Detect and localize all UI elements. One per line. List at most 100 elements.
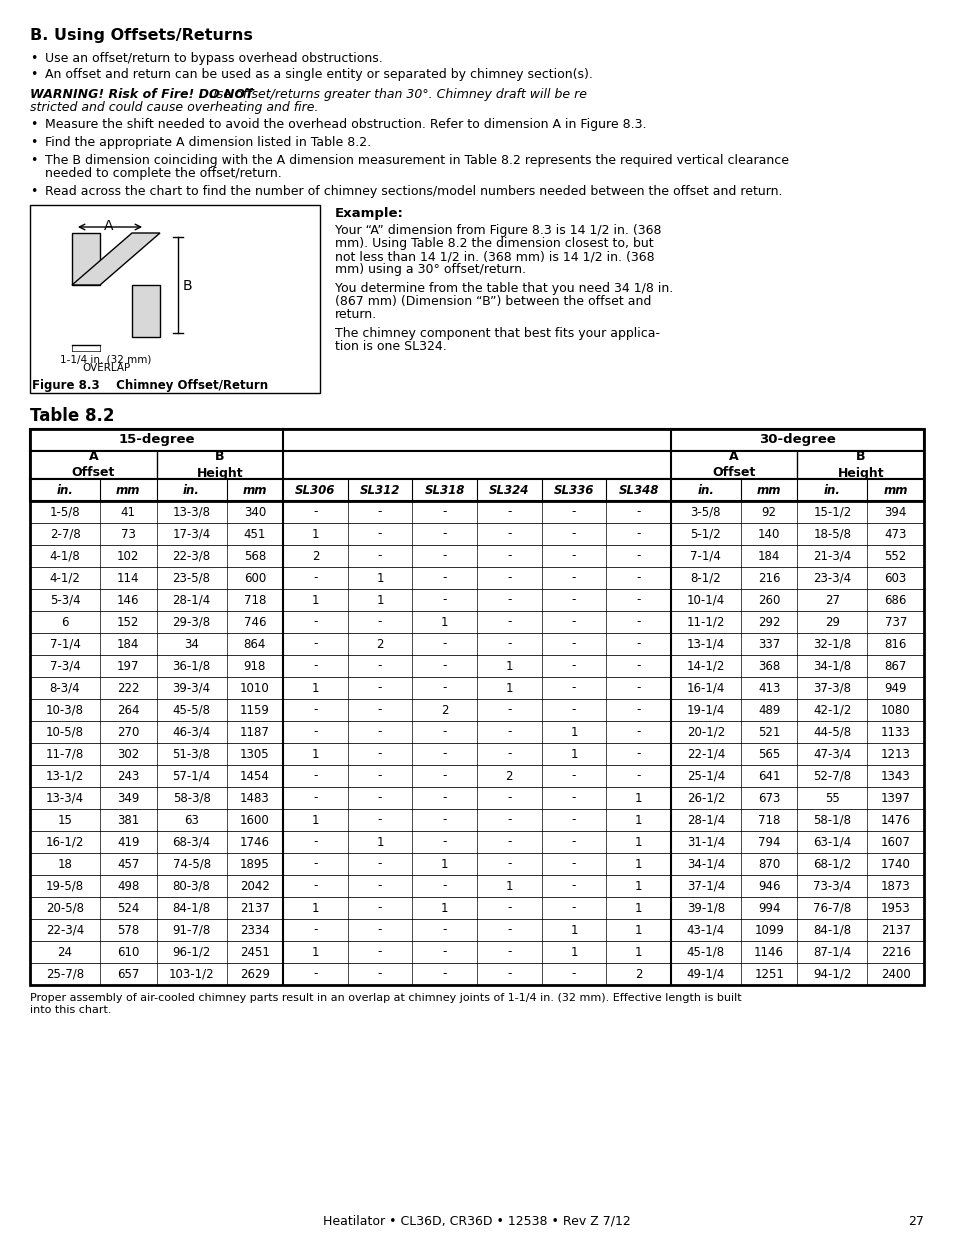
Text: in.: in. [697, 484, 714, 496]
Text: 1: 1 [312, 945, 319, 959]
Text: -: - [507, 835, 511, 849]
Text: -: - [442, 682, 446, 694]
Bar [30, 941, 923, 962]
Text: 1: 1 [634, 857, 641, 871]
Text: 657: 657 [117, 967, 139, 981]
Text: -: - [507, 527, 511, 541]
Text: -: - [571, 880, 576, 893]
Text: -: - [313, 924, 317, 936]
Text: -: - [636, 769, 640, 783]
Text: 27: 27 [907, 1215, 923, 1228]
Text: 31-1/4: 31-1/4 [686, 835, 724, 849]
Text: -: - [442, 769, 446, 783]
Text: 1746: 1746 [239, 835, 270, 849]
Text: mm: mm [756, 484, 781, 496]
Text: 96-1/2: 96-1/2 [172, 945, 211, 959]
Text: 11-7/8: 11-7/8 [46, 747, 84, 761]
Text: 1: 1 [312, 594, 319, 606]
Text: 603: 603 [883, 571, 906, 585]
Text: •: • [30, 52, 37, 66]
Text: 63-1/4: 63-1/4 [813, 835, 851, 849]
Text: 91-7/8: 91-7/8 [172, 924, 211, 936]
Bar [30, 429, 923, 985]
Text: 24: 24 [57, 945, 72, 959]
Text: -: - [507, 549, 511, 563]
Text: 949: 949 [883, 682, 906, 694]
Bar [30, 787, 923, 809]
Text: 1: 1 [570, 747, 578, 761]
Text: 473: 473 [883, 527, 906, 541]
Bar [71, 233, 100, 285]
Text: -: - [442, 571, 446, 585]
Text: 1476: 1476 [880, 814, 910, 826]
Text: 867: 867 [883, 659, 906, 673]
Text: -: - [571, 527, 576, 541]
Text: -: - [571, 814, 576, 826]
Text: 552: 552 [883, 549, 906, 563]
Text: 45-5/8: 45-5/8 [172, 704, 211, 716]
Text: 870: 870 [758, 857, 780, 871]
Text: 47-3/4: 47-3/4 [813, 747, 851, 761]
Text: 94-1/2: 94-1/2 [812, 967, 851, 981]
Text: -: - [442, 880, 446, 893]
Text: 1: 1 [634, 945, 641, 959]
Text: 114: 114 [117, 571, 139, 585]
Text: 45-1/8: 45-1/8 [686, 945, 724, 959]
Text: 16-1/4: 16-1/4 [686, 682, 724, 694]
Text: 84-1/8: 84-1/8 [813, 924, 851, 936]
Text: 42-1/2: 42-1/2 [812, 704, 851, 716]
Text: 13-3/8: 13-3/8 [172, 506, 211, 518]
Text: 22-3/8: 22-3/8 [172, 549, 211, 563]
Text: 2: 2 [375, 637, 383, 651]
Text: 84-1/8: 84-1/8 [172, 902, 211, 914]
Text: SL336: SL336 [553, 484, 594, 496]
Text: -: - [313, 857, 317, 871]
Text: -: - [507, 506, 511, 518]
Bar [30, 611, 923, 633]
Text: 2: 2 [634, 967, 641, 981]
Text: 11-1/2: 11-1/2 [686, 616, 724, 628]
Text: 946: 946 [757, 880, 780, 893]
Text: 302: 302 [117, 747, 139, 761]
Text: -: - [571, 857, 576, 871]
Text: -: - [636, 725, 640, 738]
Text: 1146: 1146 [754, 945, 783, 959]
Text: -: - [442, 506, 446, 518]
Text: 368: 368 [758, 659, 780, 673]
Text: Table 8.2: Table 8.2 [30, 407, 114, 426]
Text: 292: 292 [757, 616, 780, 628]
Text: -: - [442, 747, 446, 761]
Text: 737: 737 [883, 616, 906, 628]
Bar [30, 875, 923, 897]
Text: 1740: 1740 [880, 857, 910, 871]
Text: 686: 686 [883, 594, 906, 606]
Text: 13-3/4: 13-3/4 [46, 792, 84, 804]
Text: 2216: 2216 [880, 945, 910, 959]
Text: use offset/returns greater than 30°. Chimney draft will be re: use offset/returns greater than 30°. Chi… [205, 88, 586, 101]
Text: in.: in. [183, 484, 200, 496]
Text: 1-1/4 in. (32 mm): 1-1/4 in. (32 mm) [60, 354, 152, 364]
Text: The B dimension coinciding with the A dimension measurement in Table 8.2 represe: The B dimension coinciding with the A di… [45, 153, 788, 167]
Text: 264: 264 [117, 704, 139, 716]
Text: not less than 14 1/2 in. (368 mm) is 14 1/2 in. (368: not less than 14 1/2 in. (368 mm) is 14 … [335, 250, 654, 263]
Text: -: - [571, 769, 576, 783]
Text: Use an offset/return to bypass overhead obstructions.: Use an offset/return to bypass overhead … [45, 52, 382, 66]
Text: 349: 349 [117, 792, 139, 804]
Text: -: - [636, 682, 640, 694]
Text: 29: 29 [824, 616, 839, 628]
Text: 918: 918 [243, 659, 266, 673]
Text: 39-1/8: 39-1/8 [686, 902, 724, 914]
Text: 73-3/4: 73-3/4 [813, 880, 851, 893]
Text: -: - [377, 945, 382, 959]
Text: 57-1/4: 57-1/4 [172, 769, 211, 783]
Text: 1: 1 [634, 902, 641, 914]
Text: tion is one SL324.: tion is one SL324. [335, 340, 446, 353]
Text: 746: 746 [243, 616, 266, 628]
Bar [30, 523, 923, 546]
Text: 1: 1 [375, 835, 383, 849]
Text: 140: 140 [758, 527, 780, 541]
Bar [30, 656, 923, 677]
Text: 1454: 1454 [239, 769, 270, 783]
Text: 1: 1 [312, 747, 319, 761]
Text: 37-1/4: 37-1/4 [686, 880, 724, 893]
